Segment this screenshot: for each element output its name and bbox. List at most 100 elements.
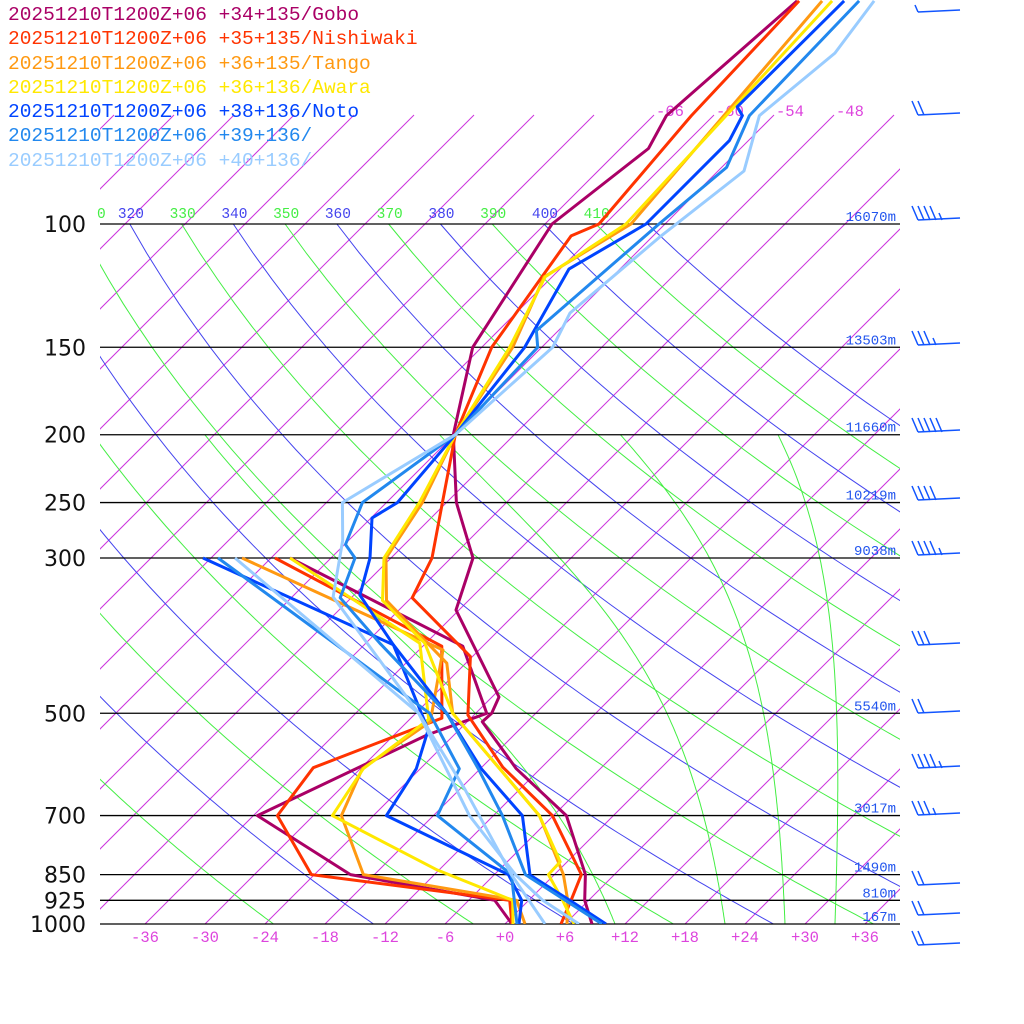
- pressure-tick-label: 850: [44, 864, 86, 889]
- dewpoint-line-series-3: [289, 556, 515, 924]
- temperature-tick-label: +24: [731, 929, 759, 947]
- isotherm-line: [100, 114, 235, 250]
- temperature-tick-label: +6: [556, 929, 575, 947]
- height-label: 13503m: [846, 333, 896, 349]
- isotherm-line: [100, 114, 595, 610]
- isotherm-label: -48: [836, 103, 864, 121]
- temperature-tick-label: +0: [496, 929, 515, 947]
- pressure-tick-label: 200: [44, 424, 86, 449]
- temperature-line-series-3: [381, 0, 834, 924]
- isotherm-label: -54: [776, 103, 804, 121]
- temperature-tick-label: +30: [791, 929, 819, 947]
- theta-label: 380: [428, 207, 454, 223]
- isotherm-line: [564, 588, 900, 924]
- theta-label: 0: [97, 207, 106, 223]
- wind-barb: [911, 753, 961, 769]
- isotherm-line: [100, 114, 715, 730]
- legend: 20251210T1200Z+06 +34+135/Gobo 20251210T…: [8, 3, 418, 173]
- temperature-tick-label: +18: [671, 929, 699, 947]
- temperature-tick-label: -6: [436, 929, 455, 947]
- pressure-tick-label: 925: [44, 889, 86, 914]
- moist-adiabat-line: [620, 434, 786, 924]
- temperature-line-series-5: [338, 0, 861, 924]
- isotherm-line: [264, 288, 900, 924]
- theta-label: 340: [221, 207, 247, 223]
- dry-adiabat-line: [100, 778, 274, 924]
- temperature-tick-label: -30: [191, 929, 219, 947]
- isotherm-line: [100, 114, 355, 370]
- theta-label: 320: [118, 207, 144, 223]
- dewpoint-line-series-5: [217, 556, 519, 924]
- isotherm-line: [100, 114, 295, 310]
- wind-barb: [911, 870, 961, 886]
- sounding-series: [202, 0, 876, 924]
- temperature-tick-label: -24: [251, 929, 279, 947]
- isotherm-line: [100, 114, 775, 790]
- height-label: 810m: [862, 886, 896, 902]
- wind-barb: [911, 930, 961, 946]
- isotherm-line: [100, 114, 475, 490]
- dry-adiabat-line: [543, 223, 900, 513]
- theta-label: 390: [480, 207, 506, 223]
- dry-adiabat-line: [129, 223, 900, 888]
- wind-barb: [911, 800, 961, 816]
- isotherm-line: [144, 168, 900, 924]
- isotherm-line: [100, 114, 835, 850]
- pressure-tick-label: 1000: [30, 913, 86, 938]
- height-label: 9038m: [854, 544, 896, 560]
- theta-label: 350: [273, 207, 299, 223]
- height-label: 16070m: [846, 210, 896, 226]
- isotherm-line: [624, 648, 900, 924]
- isotherm-line: [100, 114, 655, 670]
- wind-barb: [911, 630, 961, 646]
- wind-barbs: [911, 4, 961, 946]
- legend-entry-39-136: 20251210T1200Z+06 +39+136/: [8, 125, 313, 148]
- dry-adiabat-line: [100, 528, 574, 924]
- temperature-line-series-6: [331, 0, 876, 924]
- height-label: 1490m: [854, 861, 896, 877]
- legend-entry-gobo: 20251210T1200Z+06 +34+135/Gobo: [8, 4, 360, 26]
- isotherm-line: [504, 528, 900, 924]
- wind-barb: [911, 205, 961, 221]
- temperature-tick-label: +12: [611, 929, 639, 947]
- theta-label: 360: [325, 207, 351, 223]
- isotherm-line: [384, 408, 900, 924]
- wind-barb: [911, 330, 961, 346]
- isotherm-line: [100, 114, 895, 910]
- height-label: 167m: [862, 910, 896, 926]
- legend-entry-nishiwaki: 20251210T1200Z+06 +35+135/Nishiwaki: [8, 28, 418, 51]
- temperature-tick-label: -12: [371, 929, 399, 947]
- temperature-line-series-4: [358, 0, 846, 924]
- isotherm-line: [684, 708, 900, 924]
- theta-label: 330: [170, 207, 196, 223]
- pressure-tick-label: 150: [44, 336, 86, 361]
- pressure-tick-label: 100: [44, 213, 86, 238]
- temperature-tick-label: -18: [311, 929, 339, 947]
- dry-adiabat-line: [595, 223, 900, 470]
- isotherm-line: [100, 114, 415, 430]
- legend-entry-noto: 20251210T1200Z+06 +38+136/Noto: [8, 101, 360, 124]
- pressure-tick-label: 700: [44, 805, 86, 830]
- isotherm-line: [324, 348, 900, 924]
- isotherm-line: [744, 768, 900, 924]
- wind-barb: [911, 417, 961, 433]
- pressure-tick-label: 300: [44, 547, 86, 572]
- legend-entry-tango: 20251210T1200Z+06 +36+135/Tango: [8, 52, 371, 75]
- temperature-line-series-1: [410, 0, 801, 924]
- temperature-line-series-0: [451, 0, 799, 924]
- theta-label: 370: [377, 207, 403, 223]
- moist-adiabat-line: [777, 434, 839, 924]
- wind-barb: [911, 100, 961, 116]
- isotherm-line: [204, 228, 900, 924]
- wind-barb: [911, 540, 961, 556]
- pressure-tick-label: 500: [44, 702, 86, 727]
- wind-barb: [914, 4, 961, 13]
- moist-adiabat-line: [439, 434, 726, 924]
- pressure-tick-label: 250: [44, 492, 86, 517]
- legend-entry-awara: 20251210T1200Z+06 +36+136/Awara: [8, 76, 371, 99]
- dewpoint-line-series-2: [241, 556, 527, 924]
- isobars: [100, 223, 900, 925]
- height-label: 11660m: [846, 421, 896, 437]
